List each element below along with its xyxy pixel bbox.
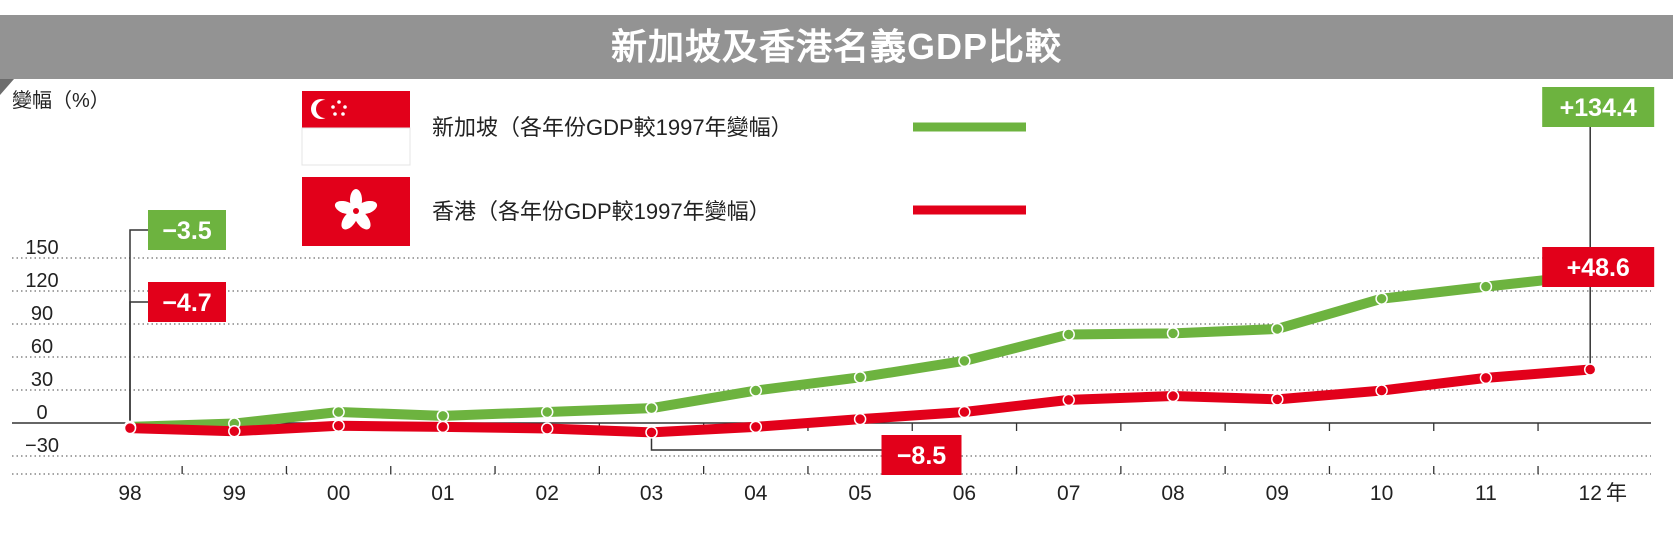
x-tick-label: 03	[640, 482, 663, 505]
x-tick-label: 01	[431, 482, 454, 505]
y-tick-label: 0	[36, 402, 47, 424]
singapore-point	[540, 405, 554, 419]
legend: 新加坡（各年份GDP較1997年變幅） 香港（各年份GDP較1997年變幅）	[301, 91, 1026, 246]
hongkong-point	[228, 425, 241, 438]
grid-lines	[12, 257, 1651, 475]
x-tick-label: 09	[1266, 482, 1289, 505]
singapore-point	[958, 354, 971, 368]
x-tick-label: 07	[1057, 482, 1080, 505]
callout-value: −4.7	[162, 289, 211, 317]
x-tick-label: 08	[1161, 482, 1184, 505]
callout-leader	[129, 301, 148, 429]
singapore-point	[1166, 327, 1180, 340]
singapore-point	[853, 371, 867, 384]
callout-value: −3.5	[162, 217, 211, 245]
callout-box	[148, 210, 226, 250]
singapore-point	[332, 405, 345, 419]
hongkong-point	[436, 420, 450, 434]
x-tick-label: 10	[1370, 482, 1393, 505]
y-tick-label: 150	[25, 237, 58, 259]
hong-kong-flag-icon	[302, 177, 410, 246]
y-tick-labels: 150 120 90 60 30 0 −30	[25, 237, 59, 457]
callout-box	[1542, 247, 1655, 287]
hongkong-point	[645, 426, 658, 439]
data-points	[123, 268, 1597, 439]
callout-box	[1542, 87, 1655, 127]
callout-box	[881, 435, 962, 475]
y-tick-label: −30	[25, 435, 59, 457]
y-tick-label: 30	[31, 369, 53, 391]
callout-leader	[650, 438, 882, 451]
hongkong-point	[1375, 384, 1388, 397]
callout-leader	[129, 229, 148, 427]
x-axis-unit: 年	[1606, 482, 1627, 505]
hongkong-point	[123, 421, 137, 435]
x-tick-label: 11	[1475, 482, 1497, 505]
x-tick-label: 06	[953, 482, 976, 505]
hongkong-point	[958, 405, 971, 419]
title-bar-fold	[0, 79, 14, 95]
singapore-point	[1271, 322, 1284, 336]
value-callouts: −3.5 −4.7 −8.5 +134.4 +48.6	[148, 87, 1655, 475]
x-tick-label: 04	[744, 482, 768, 505]
hongkong-point	[1479, 371, 1493, 385]
callout-leader-lines	[129, 127, 1591, 451]
y-tick-label: 120	[25, 270, 58, 292]
x-tick-label: 12	[1579, 482, 1602, 505]
y-tick-label: 90	[31, 303, 53, 325]
hongkong-point	[1271, 393, 1284, 406]
chart-title: 新加坡及香港名義GDP比較	[610, 26, 1062, 67]
singapore-point	[1375, 292, 1388, 305]
callout-value: +134.4	[1560, 94, 1637, 122]
x-tick-label: 98	[118, 482, 141, 505]
x-tick-label: 05	[848, 482, 871, 505]
singapore-line	[125, 270, 1596, 432]
callout-box	[148, 282, 226, 322]
hongkong-point	[332, 419, 345, 432]
series-lines	[125, 270, 1596, 438]
x-tick-label: 02	[536, 482, 559, 505]
title-bar	[0, 15, 1673, 79]
y-axis-label: 變幅（%）	[12, 89, 110, 112]
x-tick-label: 00	[327, 482, 350, 505]
hongkong-point	[1166, 389, 1180, 403]
singapore-point	[1479, 280, 1493, 293]
hongkong-point	[749, 420, 763, 434]
singapore-point	[1062, 328, 1075, 341]
singapore-point	[645, 401, 658, 415]
callout-value: −8.5	[897, 442, 946, 470]
x-tick-label: 99	[223, 482, 246, 505]
hongkong-point	[1583, 363, 1597, 376]
hongkong-point	[1062, 393, 1075, 407]
callout-value: +48.6	[1567, 254, 1630, 282]
y-tick-label: 60	[31, 336, 53, 358]
singapore-flag-icon	[301, 91, 411, 166]
singapore-point	[749, 384, 763, 397]
hongkong-point	[853, 412, 867, 426]
legend-label-hongkong: 香港（各年份GDP較1997年變幅）	[432, 199, 771, 224]
singapore-point	[436, 409, 450, 423]
legend-label-singapore: 新加坡（各年份GDP較1997年變幅）	[432, 115, 793, 140]
hongkong-point	[540, 422, 554, 435]
x-tick-labels: 98 99 00 01 02 03 04 05 06 07 08 09 10 11 12	[118, 482, 1602, 505]
